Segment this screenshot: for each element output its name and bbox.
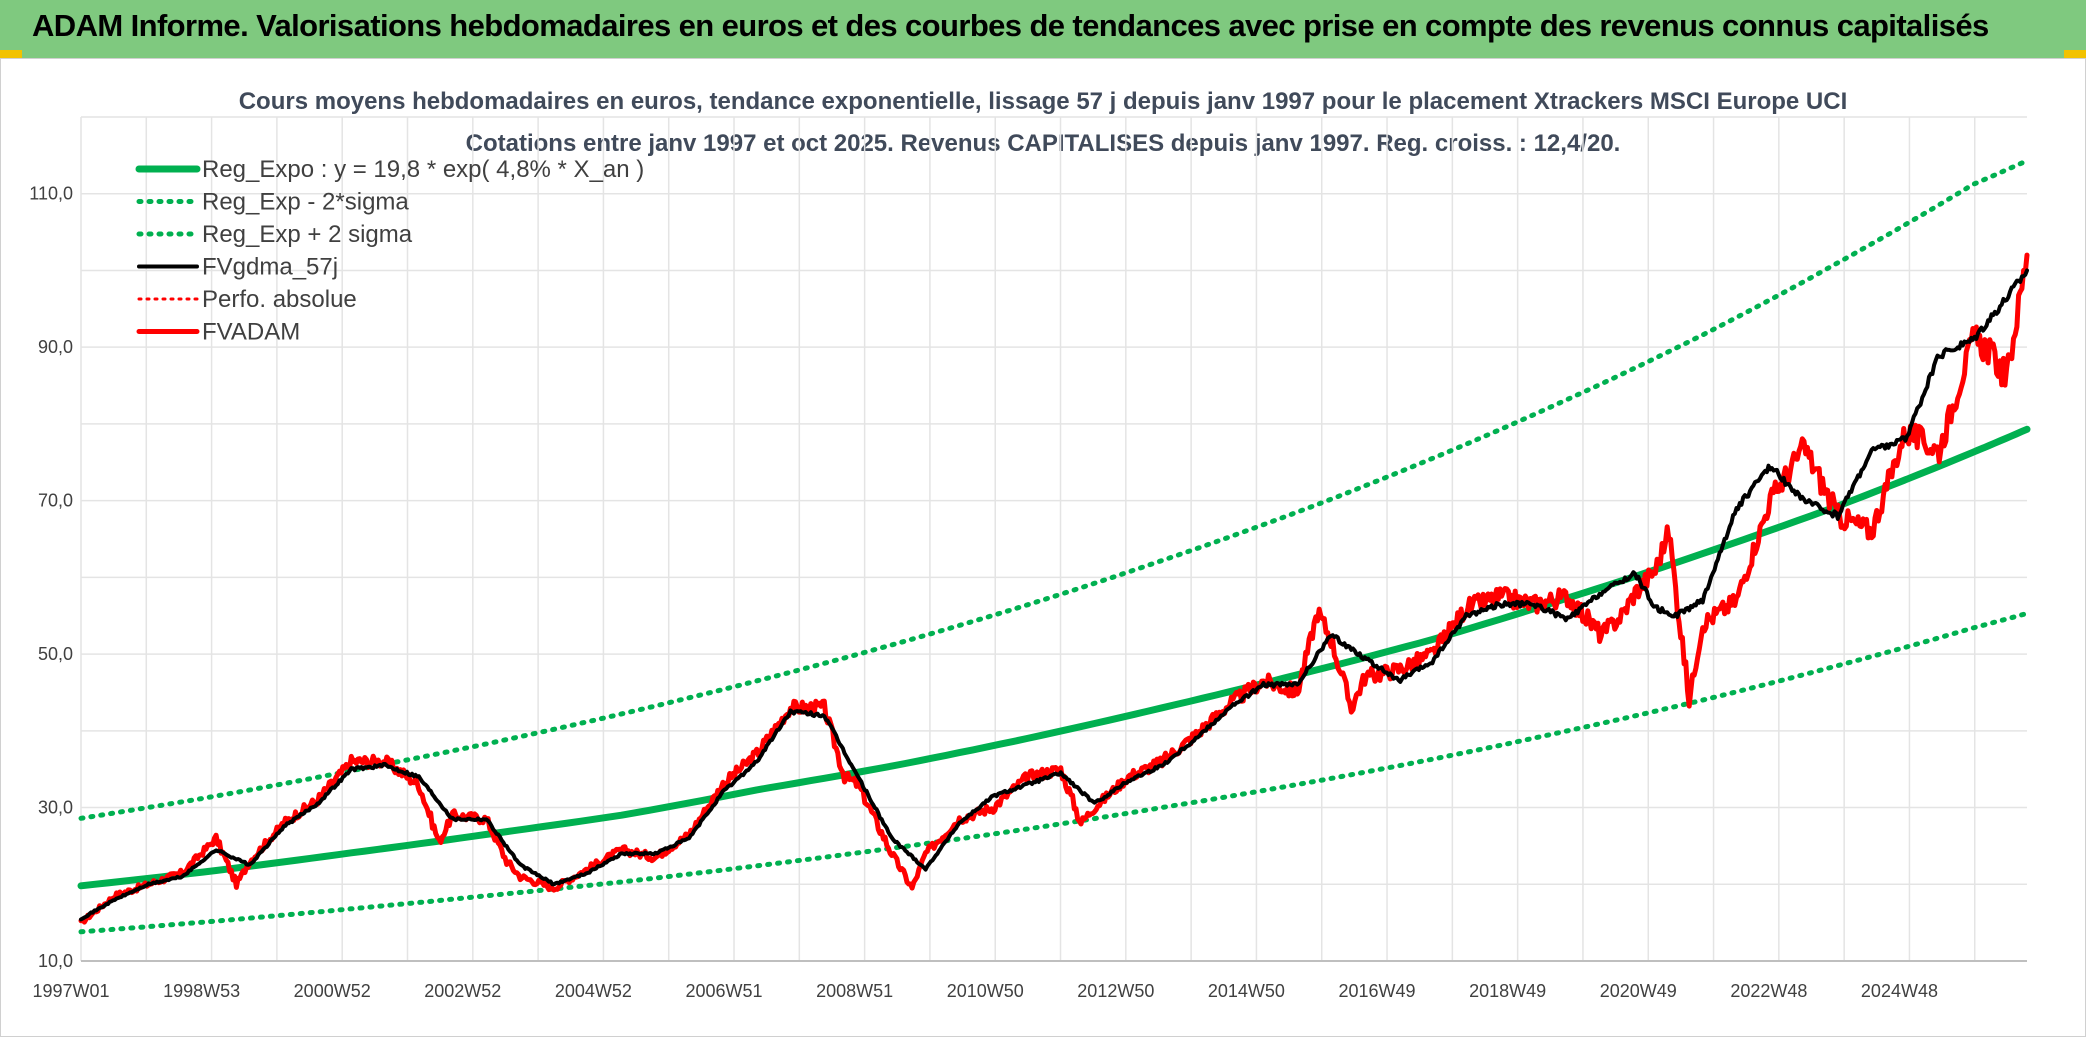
- x-tick-label: 2008W51: [816, 981, 893, 1001]
- x-tick-label: 2016W49: [1339, 981, 1416, 1001]
- legend-label: FVADAM: [202, 319, 300, 346]
- y-tick-label: 10,0: [38, 951, 73, 971]
- series-group: [77, 158, 2031, 935]
- x-tick-label: 2024W48: [1861, 981, 1938, 1001]
- legend-label: Perfo. absolue: [202, 286, 357, 313]
- x-tick-label: 1998W53: [163, 981, 240, 1001]
- x-tick-label: 2002W52: [424, 981, 501, 1001]
- series-line-5: [78, 252, 2030, 925]
- x-tick-label: 2020W49: [1600, 981, 1677, 1001]
- series-line-1: [78, 610, 2030, 935]
- y-tick-label: 30,0: [38, 798, 73, 818]
- x-tick-label: 2004W52: [555, 981, 632, 1001]
- x-tick-label: 2018W49: [1469, 981, 1546, 1001]
- banner-right-accent: [2064, 50, 2086, 58]
- legend-label: FVgdma_57j: [202, 254, 338, 281]
- x-tick-label: 2006W51: [685, 981, 762, 1001]
- y-tick-label: 70,0: [38, 491, 73, 511]
- y-tick-label: 110,0: [29, 184, 73, 204]
- report-banner: ADAM Informe. Valorisations hebdomadaire…: [0, 0, 2086, 58]
- legend: Reg_Expo : y = 19,8 * exp( 4,8% * X_an )…: [135, 156, 644, 346]
- x-tick-label: 2010W50: [947, 981, 1024, 1001]
- x-tick-label: 2022W48: [1730, 981, 1807, 1001]
- y-tick-label: 90,0: [38, 337, 73, 357]
- series-line-3: [79, 268, 2029, 922]
- banner-left-accent: [0, 50, 22, 58]
- legend-label: Reg_Expo : y = 19,8 * exp( 4,8% * X_an ): [202, 156, 644, 183]
- chart-title-line1: Cours moyens hebdomadaires en euros, ten…: [239, 88, 1848, 115]
- legend-label: Reg_Exp + 2 sigma: [202, 221, 413, 248]
- chart-title-line2: Cotations entre janv 1997 et oct 2025. R…: [466, 130, 1621, 157]
- x-tick-label: 1997W01: [32, 981, 109, 1001]
- series-line-0: [77, 425, 2031, 890]
- x-tick-label: 2012W50: [1077, 981, 1154, 1001]
- x-tick-label: 2014W50: [1208, 981, 1285, 1001]
- legend-label: Reg_Exp - 2*sigma: [202, 189, 409, 216]
- line-chart: Cours moyens hebdomadaires en euros, ten…: [29, 88, 2031, 1001]
- report-title: ADAM Informe. Valorisations hebdomadaire…: [32, 8, 1989, 43]
- chart-area: Cours moyens hebdomadaires en euros, ten…: [0, 58, 2086, 1037]
- x-tick-label: 2000W52: [294, 981, 371, 1001]
- axes: 10,0 30,0 50,0 70,0 90,0 110,0 1997W01 1998W53 2…: [29, 184, 2027, 1001]
- y-tick-label: 50,0: [38, 644, 73, 664]
- series-line-2: [78, 158, 2030, 821]
